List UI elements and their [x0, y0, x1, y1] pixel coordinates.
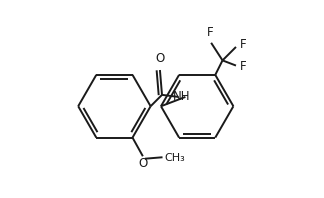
Text: F: F: [207, 26, 214, 39]
Text: NH: NH: [173, 90, 191, 103]
Text: CH₃: CH₃: [165, 153, 185, 163]
Text: O: O: [155, 52, 165, 65]
Text: O: O: [138, 157, 147, 170]
Text: F: F: [240, 60, 246, 73]
Text: F: F: [240, 38, 246, 51]
